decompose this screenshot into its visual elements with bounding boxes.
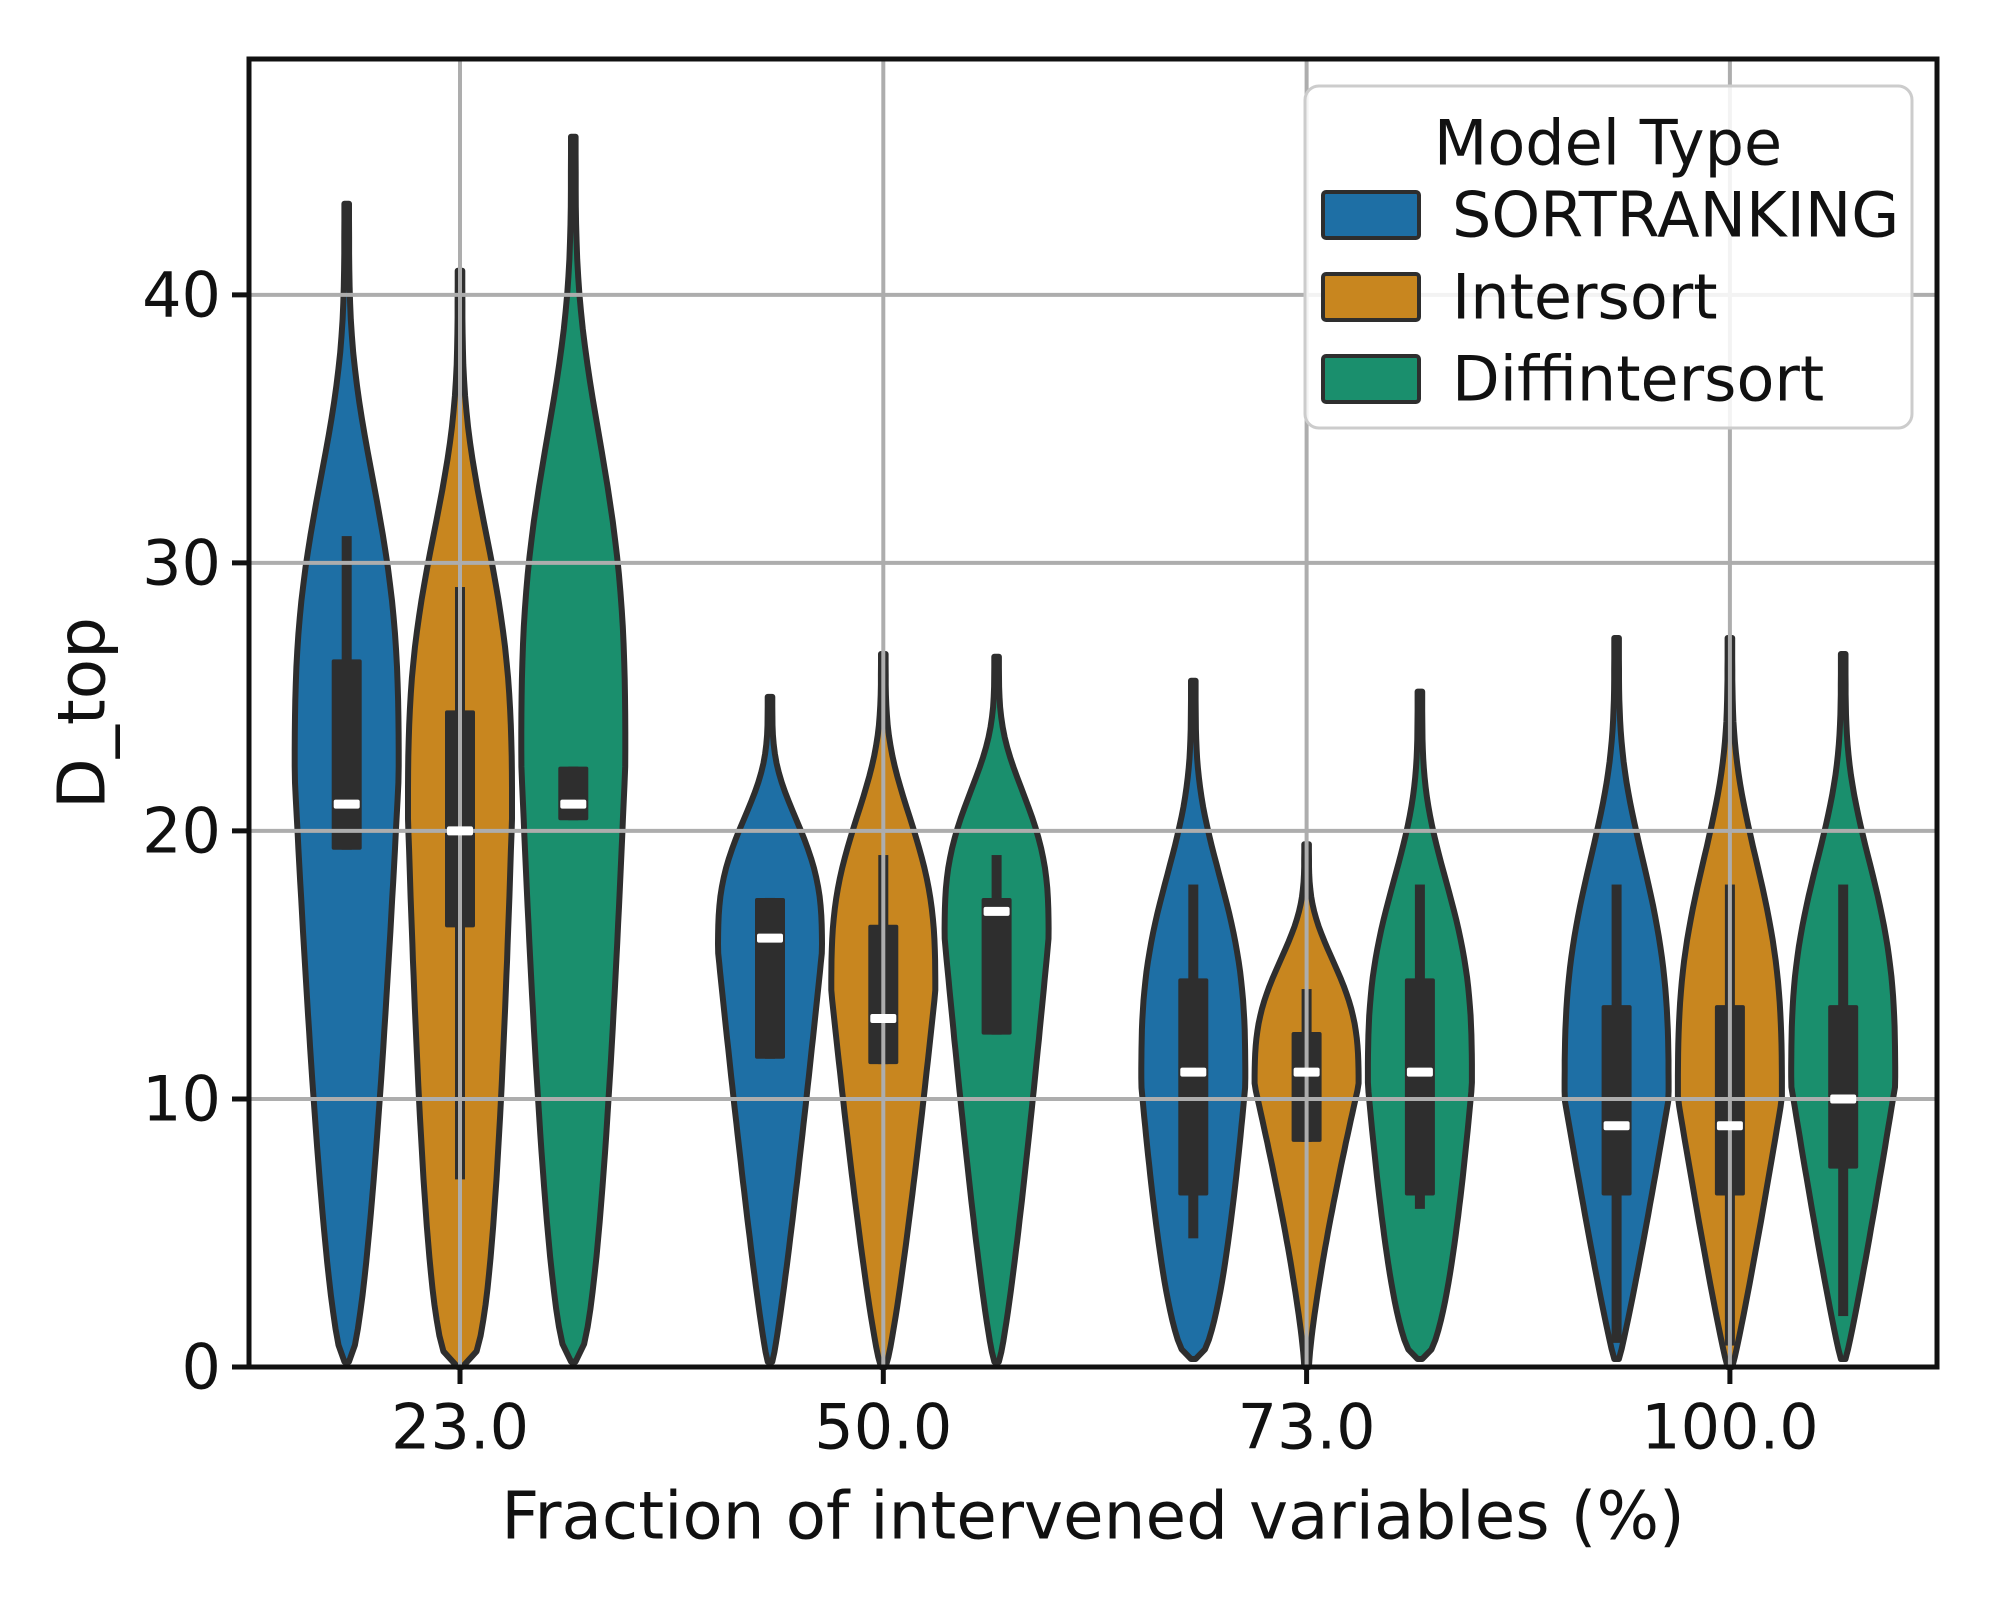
median-Intersort-50.0 [870,1014,897,1024]
tick-labels-layer: 0 10 20 30 40 23.0 50.0 73.0 100.0 [142,258,1819,1463]
box-Diffintersort-50.0 [981,897,1012,1035]
legend-label-Intersort: Intersort [1452,261,1718,334]
legend-swatch-SORTRANKING [1321,190,1421,240]
box-Diffintersort-73.0 [1404,978,1435,1196]
median-Diffintersort-73.0 [1406,1067,1433,1077]
x-tick-label-73.0: 73.0 [1238,1391,1376,1464]
legend-entries: SORTRANKING Intersort Diffintersort [1321,179,1899,416]
median-Intersort-100.0 [1716,1121,1743,1131]
median-Intersort-23.0 [447,826,473,836]
medians-layer [333,799,1857,1131]
box-Diffintersort-23.0 [558,766,589,821]
x-tick-label-100.0: 100.0 [1641,1391,1819,1464]
y-tick-label-10: 10 [142,1062,221,1135]
x-tick-label-50.0: 50.0 [814,1391,952,1464]
legend: Model Type SORTRANKING Intersort Diffinter… [1303,84,1914,430]
axes-layer [232,56,1940,1384]
median-SORTRANKING-50.0 [757,933,783,943]
plot-spines [246,56,1940,1370]
legend-swatch-Intersort [1321,272,1421,322]
violin-Diffintersort-23.0 [518,133,629,1365]
box-SORTRANKING-50.0 [755,897,785,1059]
y-tick-label-40: 40 [142,258,221,331]
y-tick-label-0: 0 [182,1331,221,1404]
median-Diffintersort-23.0 [560,799,587,809]
box-SORTRANKING-73.0 [1178,978,1209,1196]
median-Intersort-73.0 [1293,1067,1320,1077]
median-SORTRANKING-23.0 [333,799,360,809]
legend-swatch-Diffintersort [1321,354,1421,404]
y-tick-label-30: 30 [142,526,221,599]
legend-label-SORTRANKING: SORTRANKING [1452,179,1899,252]
legend-title: Model Type [1434,107,1782,180]
x-tick-label-23.0: 23.0 [391,1391,529,1464]
legend-frame [1303,84,1914,430]
box-Diffintersort-100.0 [1828,1005,1859,1169]
box-SORTRANKING-23.0 [331,659,362,850]
median-SORTRANKING-100.0 [1603,1121,1630,1131]
y-tick-label-20: 20 [142,794,221,867]
y-axis-label: D_top [44,617,121,809]
median-Diffintersort-100.0 [1830,1094,1857,1104]
median-Diffintersort-50.0 [983,906,1010,916]
median-SORTRANKING-73.0 [1180,1067,1207,1077]
x-axis-label: Fraction of intervened variables (%) [501,1478,1685,1555]
legend-label-Diffintersort: Diffintersort [1452,343,1824,416]
